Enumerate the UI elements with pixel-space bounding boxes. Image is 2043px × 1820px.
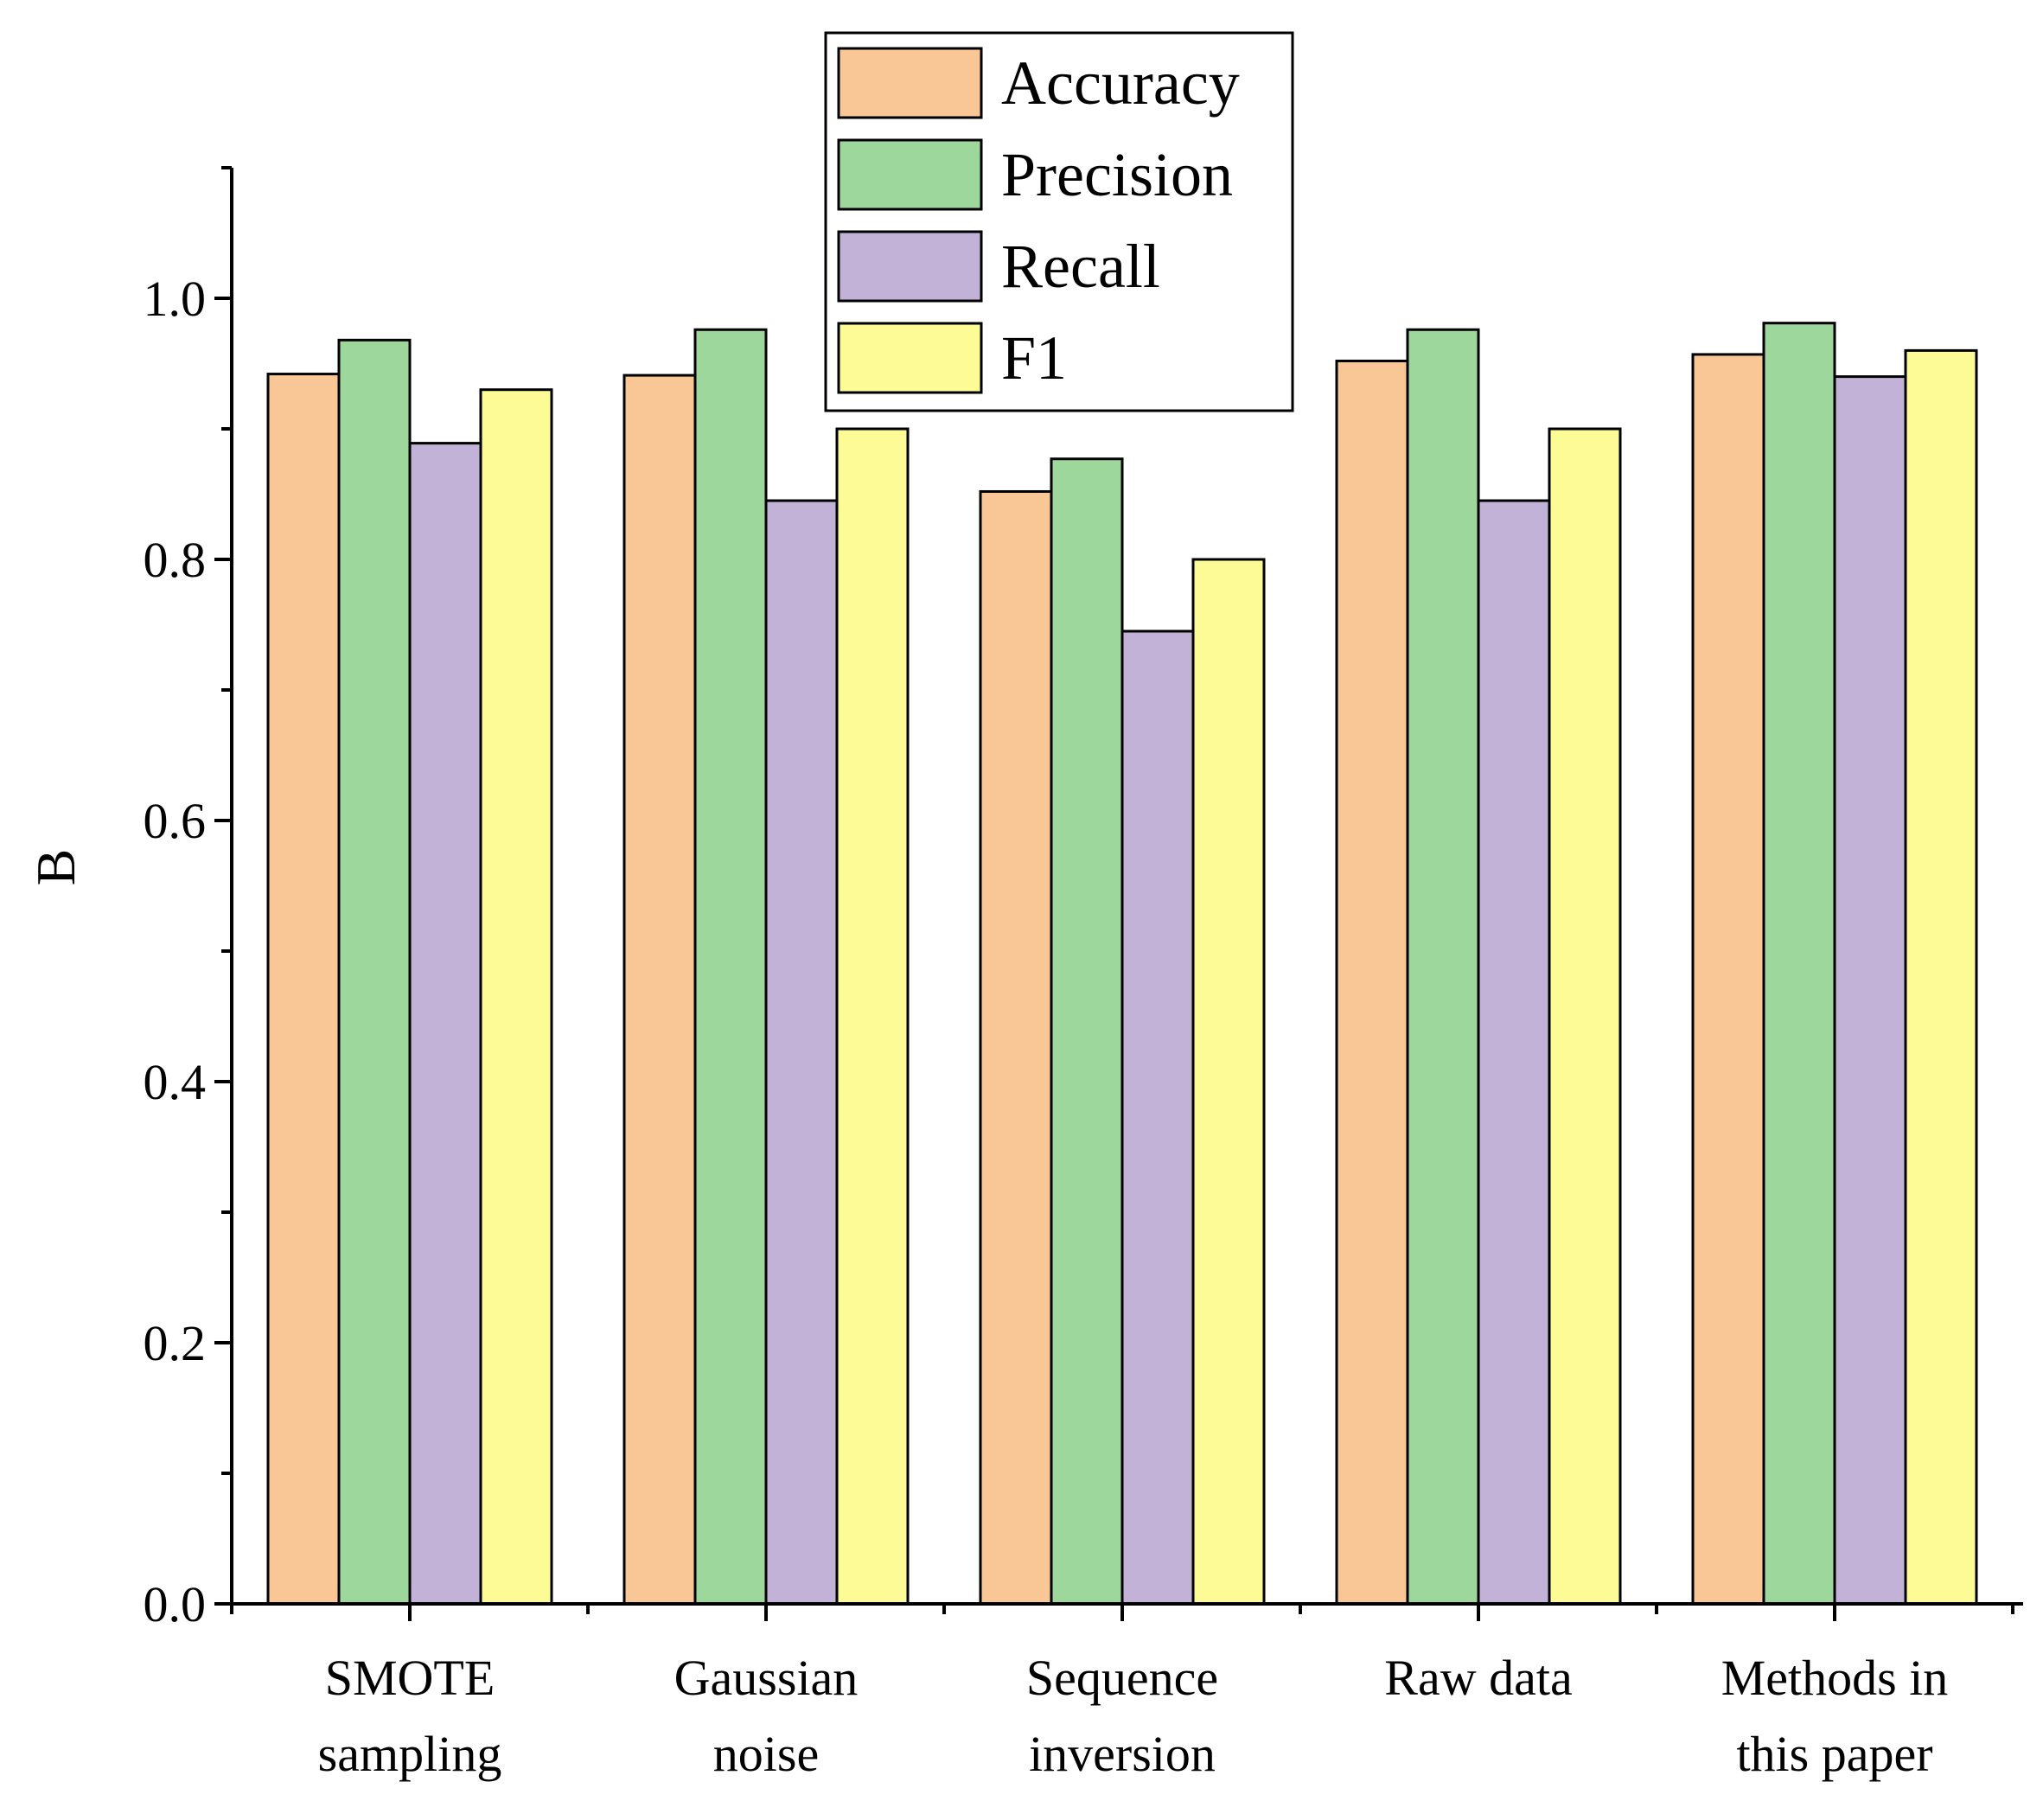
bar-precision-1	[693, 328, 768, 1606]
x-tick-label: inversion	[1029, 1726, 1216, 1782]
x-tick-label: Methods in	[1721, 1650, 1949, 1706]
bar-f1-2	[1191, 558, 1266, 1606]
bars-layer	[266, 322, 1978, 1606]
legend-label-accuracy: Accuracy	[1001, 48, 1240, 118]
bar-precision-3	[1406, 328, 1480, 1606]
bar-recall-1	[764, 499, 839, 1606]
axes-layer: 0.0 0.2 0.4 0.6 0.8 1.0 SMOTE sampling Gaussian n…	[25, 166, 2023, 1782]
legend-label-precision: Precision	[1001, 140, 1233, 209]
x-tick-label: Gaussian	[674, 1650, 859, 1706]
x-tick-label: sampling	[318, 1726, 502, 1782]
bar-accuracy-4	[1691, 353, 1765, 1606]
y-tick-label: 0.8	[144, 532, 207, 588]
legend-swatch-f1	[837, 322, 983, 394]
bar-recall-3	[1477, 499, 1551, 1606]
y-axis-label: B	[25, 849, 86, 886]
bar-precision-0	[337, 338, 412, 1606]
bar-accuracy-2	[979, 489, 1053, 1606]
legend: Accuracy Precision Recall F1	[824, 31, 1294, 412]
x-tick-label: Sequence	[1026, 1650, 1218, 1706]
y-tick-label: 0.4	[144, 1054, 207, 1110]
bar-f1-3	[1548, 427, 1622, 1606]
bar-recall-2	[1120, 629, 1195, 1606]
y-tick-label: 0.6	[144, 793, 207, 849]
x-tick-label: this paper	[1736, 1726, 1932, 1782]
bar-accuracy-1	[622, 374, 697, 1606]
y-tick-label: 1.0	[144, 271, 207, 327]
bar-f1-1	[835, 427, 910, 1606]
legend-swatch-precision	[837, 138, 983, 211]
bar-accuracy-3	[1335, 359, 1409, 1606]
x-tick-label: noise	[713, 1726, 819, 1782]
bar-f1-0	[479, 388, 553, 1606]
bar-precision-2	[1050, 457, 1124, 1606]
bar-recall-4	[1833, 375, 1907, 1606]
bar-precision-4	[1762, 322, 1836, 1606]
y-tick-label: 0.0	[144, 1576, 207, 1632]
x-tick-label: SMOTE	[325, 1650, 495, 1706]
legend-label-recall: Recall	[1001, 232, 1160, 301]
bar-f1-4	[1904, 348, 1978, 1606]
x-tick-label: Raw data	[1384, 1650, 1572, 1706]
legend-swatch-accuracy	[837, 47, 983, 119]
bar-accuracy-0	[266, 373, 341, 1606]
y-tick-label: 0.2	[144, 1315, 207, 1371]
legend-label-f1: F1	[1001, 323, 1067, 393]
bar-recall-0	[408, 442, 482, 1606]
legend-swatch-recall	[837, 230, 983, 303]
